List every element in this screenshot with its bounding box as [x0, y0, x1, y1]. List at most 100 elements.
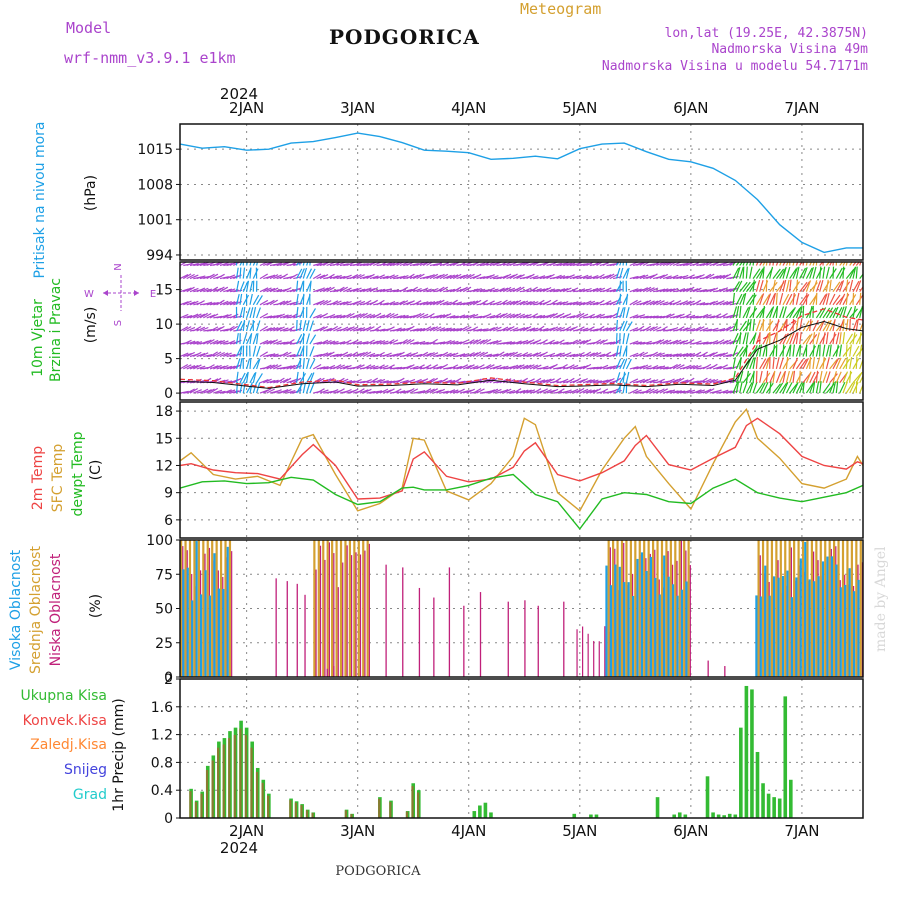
wind-barb — [336, 275, 346, 280]
wind-barb — [519, 364, 529, 370]
wind-barb — [436, 327, 446, 332]
wind-barb — [679, 352, 689, 358]
wind-barb — [855, 356, 858, 369]
wind-barb — [396, 351, 405, 358]
wind-barb — [309, 358, 316, 370]
wind-barb — [252, 371, 257, 383]
wind-barb — [649, 315, 659, 319]
precip-conv-bar — [350, 814, 353, 818]
wind-barb — [459, 286, 468, 293]
wind-barb — [283, 351, 292, 358]
mid-cloud-bar — [678, 540, 681, 677]
precip-conv-bar — [205, 770, 209, 818]
wind-barb — [343, 388, 352, 394]
wind-barb — [259, 325, 269, 332]
wind-barb — [809, 345, 817, 357]
wind-barb — [476, 339, 485, 345]
wind-barb — [642, 340, 652, 345]
wind-barb — [745, 281, 755, 293]
wind-barb — [612, 262, 621, 267]
wind-barb — [189, 387, 199, 394]
wind-barb — [735, 262, 740, 266]
wind-barb — [509, 273, 518, 280]
wind-barb — [449, 340, 459, 345]
pressure-tick-label: 1008 — [137, 177, 173, 193]
wind-barb — [226, 365, 236, 370]
mid-cloud-bar — [801, 540, 805, 677]
wind-barb — [576, 326, 585, 332]
wind-barb — [452, 377, 462, 384]
wind-barb — [356, 327, 366, 332]
wind-barb — [742, 262, 746, 266]
wind-barb — [439, 390, 449, 394]
wind-barb — [509, 364, 519, 370]
wind-barb — [379, 340, 389, 345]
wind-barb — [489, 353, 499, 358]
wind-barb — [669, 363, 678, 370]
low-cloud-bar — [582, 626, 584, 677]
wind-barb — [273, 389, 282, 394]
wind-barb — [792, 292, 795, 305]
wind-barb — [782, 333, 789, 345]
wind-barb — [276, 300, 286, 306]
wind-barb — [692, 299, 702, 306]
wind-barb — [226, 389, 236, 394]
wind-barb — [436, 341, 446, 345]
wind-barb — [472, 351, 482, 358]
wind-tick-label: 0 — [164, 386, 173, 402]
wind-barb — [213, 364, 222, 370]
wind-barb — [412, 312, 422, 319]
high-cloud-bar — [755, 595, 758, 677]
wind-barb — [206, 364, 215, 370]
wind-barb — [619, 345, 622, 357]
day-label-bottom: 2JAN — [229, 822, 264, 840]
wind-barb — [362, 351, 372, 358]
wind-barb — [639, 351, 649, 358]
wind-barb — [219, 340, 229, 345]
wind-barb — [686, 286, 695, 293]
wind-barb — [309, 382, 315, 394]
wind-barb — [602, 287, 612, 293]
wind-barb — [343, 274, 352, 280]
wind-barb — [829, 344, 832, 357]
wind-barb — [482, 364, 492, 370]
high-cloud-bar — [222, 588, 225, 677]
mid-cloud-bar — [357, 540, 360, 677]
wind-barb — [582, 363, 592, 370]
wind-barb — [209, 387, 219, 394]
wind-barb — [802, 305, 805, 318]
wind-barb — [819, 262, 824, 266]
wind-barb — [825, 319, 832, 332]
wind-barb — [506, 300, 516, 306]
wind-barb — [416, 327, 426, 332]
wind-barb — [356, 388, 365, 394]
wind-barb — [286, 353, 296, 358]
wind-barb — [492, 300, 502, 306]
wind-barb — [676, 326, 685, 332]
wind-barb — [236, 358, 241, 370]
precip-conv-bar — [233, 734, 236, 818]
wind-barb — [459, 364, 469, 370]
wind-barb — [795, 279, 799, 292]
wind-barb — [239, 267, 242, 279]
wind-barb — [789, 262, 791, 266]
wind-barb — [619, 267, 624, 279]
wind-barb — [805, 371, 812, 384]
wind-barb — [396, 275, 406, 280]
wind-barb — [323, 286, 332, 293]
wind-barb — [686, 314, 696, 319]
wind-barb — [343, 287, 352, 293]
wind-barb — [785, 262, 789, 266]
wind-barb — [492, 364, 502, 370]
wind-barb — [649, 379, 659, 384]
wind-barb — [745, 370, 749, 383]
wind-barb — [815, 370, 819, 383]
wind-barb — [319, 274, 329, 280]
mid-cloud-bar — [784, 540, 787, 677]
wind-barb — [602, 378, 612, 384]
altitude-label: Nadmorska Visina 49m — [711, 42, 868, 57]
mid-cloud-bar — [211, 540, 214, 677]
wind-barb — [223, 352, 232, 358]
wind-barb — [239, 307, 244, 319]
wind-barb — [642, 325, 652, 332]
